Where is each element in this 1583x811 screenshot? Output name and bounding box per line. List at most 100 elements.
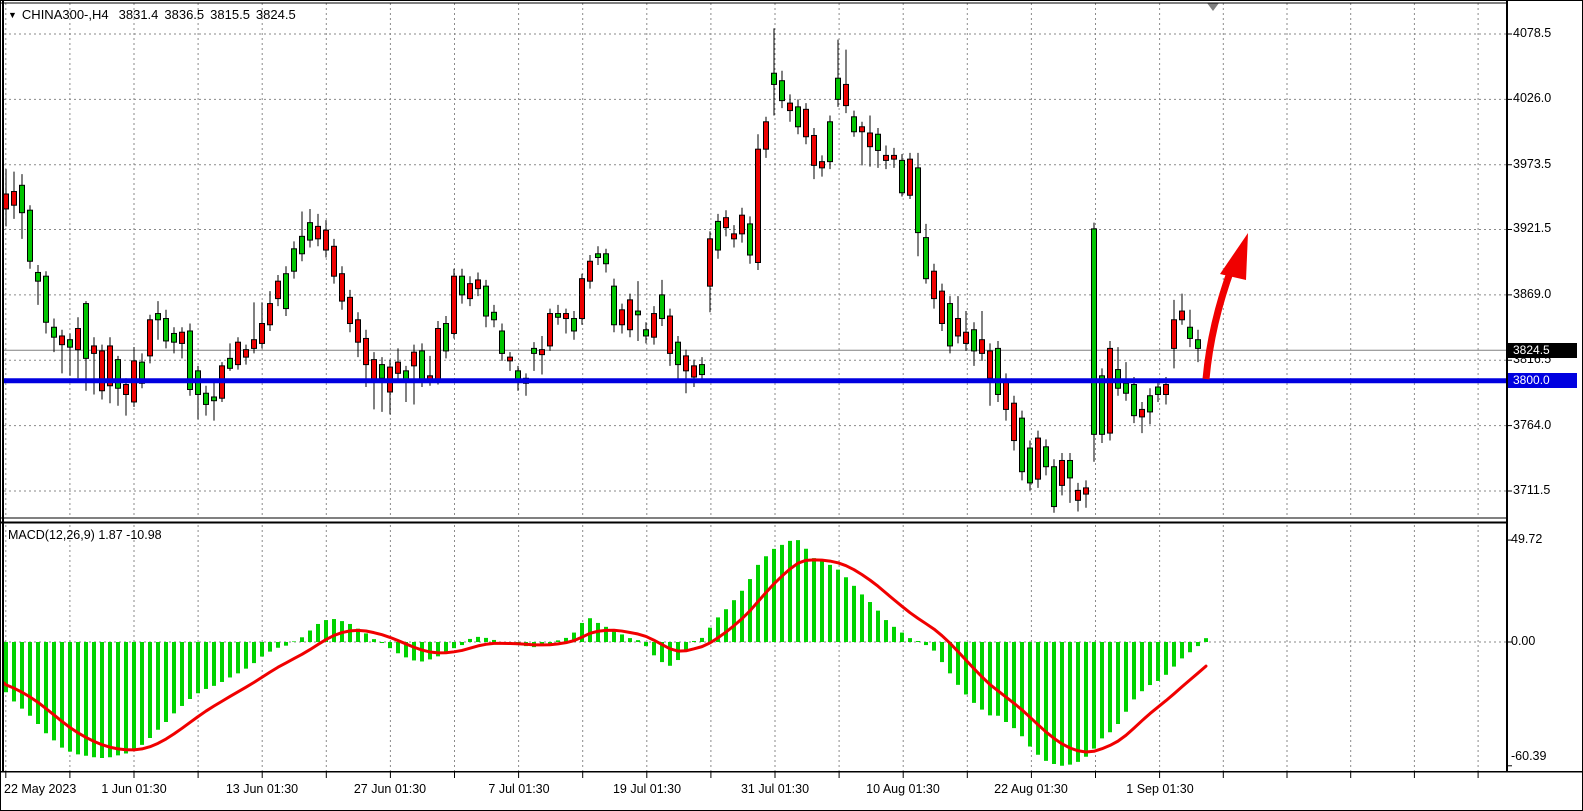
macd-axis-label: -60.39 (1511, 749, 1547, 763)
candle-body (731, 233, 737, 240)
price-axis-label: 3764.0 (1513, 417, 1552, 432)
candle-body (1155, 386, 1161, 395)
candle-body (91, 345, 97, 354)
candle-body (75, 327, 81, 351)
candle-body (739, 214, 745, 235)
candle-body (203, 392, 209, 405)
candle-body (555, 313, 561, 318)
candle-body (323, 229, 329, 251)
candle-body (539, 349, 545, 356)
trend-arrow-shaft[interactable] (1202, 265, 1236, 380)
time-axis-label: 7 Jul 01:30 (488, 782, 550, 796)
time-axis-label: 13 Jun 01:30 (225, 782, 299, 796)
candle-body (859, 126, 865, 133)
candle-body (643, 329, 649, 337)
candle-body (291, 248, 297, 272)
candle-body (971, 329, 977, 352)
symbol-name: CHINA300-,H4 (21, 7, 109, 22)
candle-body (619, 309, 625, 326)
candle-body (835, 77, 841, 100)
price-axis-label: 4078.5 (1513, 26, 1552, 40)
price-axis-label: 4026.0 (1513, 91, 1552, 106)
candle-body (979, 339, 985, 354)
candle-body (355, 319, 361, 343)
candle-body (123, 384, 129, 395)
candle-body (723, 217, 729, 229)
candle-body (611, 285, 617, 326)
candle-body (851, 116, 857, 133)
macd-indicator-label: MACD(12,26,9) 1.87 -10.98 (8, 528, 162, 542)
candle-body (1019, 417, 1025, 473)
candle-body (843, 83, 849, 107)
candle-body (803, 108, 809, 138)
candle-body (699, 364, 705, 376)
candle-body (947, 303, 953, 347)
candle-body (1035, 437, 1041, 480)
candle-body (443, 323, 449, 352)
candle-body (171, 332, 177, 343)
candle-body (931, 270, 937, 300)
candle-body (363, 337, 369, 366)
candle-body (259, 323, 265, 344)
candle-body (955, 318, 961, 337)
candle-body (1163, 384, 1169, 395)
candle-body (331, 245, 337, 277)
time-axis-label: 22 May 2023 (4, 782, 77, 796)
candle-body (1091, 228, 1097, 435)
candle-body (251, 339, 257, 349)
candle-body (1075, 489, 1081, 501)
dropdown-triangle-icon[interactable]: ▼ (8, 10, 17, 20)
candle-body (595, 253, 601, 259)
candle-body (339, 273, 345, 302)
time-axis-label: 19 Jul 01:30 (612, 782, 682, 796)
candle-body (747, 223, 753, 256)
macd-signal-value: -10.98 (126, 528, 162, 542)
candle-body (875, 133, 881, 151)
candle-body (283, 273, 289, 310)
candle-body (163, 318, 169, 342)
candle-body (1027, 447, 1033, 484)
candle-body (3, 193, 9, 210)
candle-body (907, 158, 913, 196)
time-axis-label: 10 Aug 01:30 (866, 782, 940, 796)
shift-marker-icon[interactable] (1207, 3, 1219, 11)
candle-body (1043, 446, 1049, 468)
candle-body (67, 339, 73, 348)
candle-body (307, 222, 313, 241)
candle-body (763, 121, 769, 150)
time-axis-label: 31 Jul 01:30 (740, 782, 810, 796)
candle-body (235, 341, 241, 366)
candle-body (563, 313, 569, 320)
candle-body (499, 330, 505, 354)
candle-body (819, 161, 825, 169)
candle-body (659, 294, 665, 320)
level-price-tag[interactable]: 3800.0 (1508, 373, 1577, 389)
time-axis-label: 1 Jun 01:30 (101, 782, 167, 796)
candle-body (1011, 402, 1017, 442)
candle-body (115, 359, 121, 389)
candle-body (27, 209, 33, 262)
candle-body (691, 365, 697, 378)
candle-body (1067, 459, 1073, 479)
candle-body (547, 313, 553, 347)
macd-current-value: 1.87 (98, 528, 123, 542)
candle-body (1195, 339, 1201, 349)
candle-body (435, 327, 441, 382)
macd-axis-label: 0.00 (1511, 634, 1536, 648)
candle-body (459, 275, 465, 296)
candle-body (891, 154, 897, 160)
trend-arrow-head[interactable] (1220, 233, 1248, 280)
candle-body (187, 330, 193, 391)
candle-body (491, 311, 497, 321)
candle-body (315, 225, 321, 240)
candle-body (11, 191, 17, 206)
macd-axis-label: 49.72 (1511, 532, 1543, 547)
candle-body (35, 271, 41, 282)
candle-body (715, 220, 721, 251)
candle-body (1179, 310, 1185, 321)
candle-body (635, 310, 641, 316)
candle-body (267, 303, 273, 326)
candle-body (1059, 459, 1065, 486)
